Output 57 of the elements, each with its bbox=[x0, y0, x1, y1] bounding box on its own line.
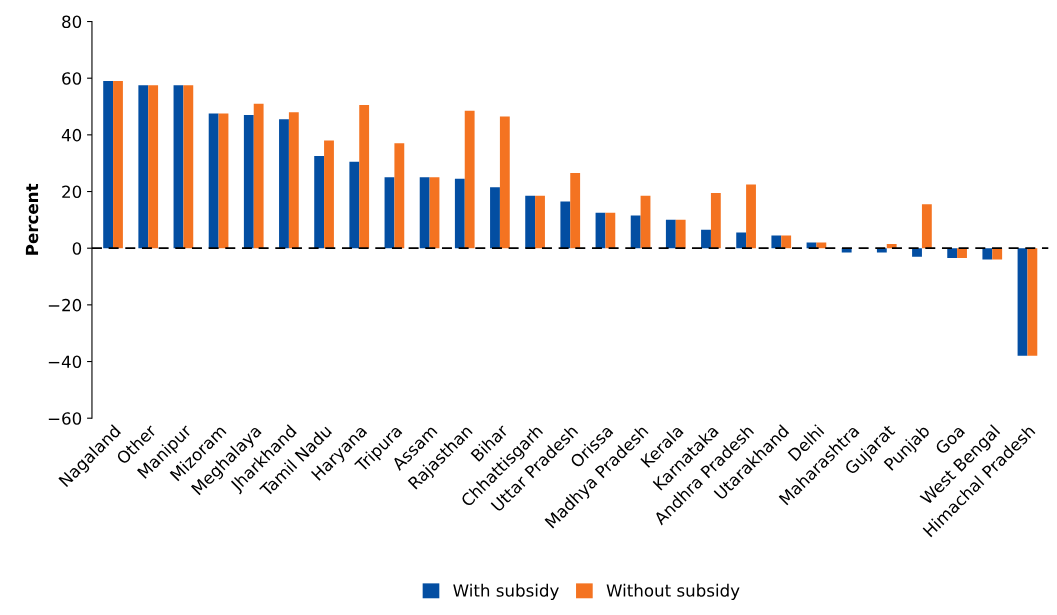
bar bbox=[746, 184, 756, 249]
legend-label: With subsidy bbox=[453, 583, 559, 600]
bar bbox=[419, 177, 430, 249]
bar bbox=[1027, 248, 1038, 356]
bar bbox=[535, 195, 545, 249]
bar bbox=[148, 85, 159, 249]
bar bbox=[947, 248, 958, 259]
bar bbox=[314, 156, 325, 249]
y-tick-label: −60 bbox=[48, 412, 82, 425]
bar bbox=[490, 187, 500, 249]
y-tick-label: −20 bbox=[48, 298, 82, 312]
bar bbox=[921, 204, 932, 249]
y-tick-label: 60 bbox=[62, 72, 82, 85]
bar bbox=[570, 173, 581, 249]
y-tick-label: 40 bbox=[61, 128, 82, 142]
bar bbox=[429, 177, 440, 249]
bar bbox=[710, 192, 721, 249]
bar bbox=[499, 116, 510, 249]
bar bbox=[560, 201, 571, 249]
bar bbox=[138, 85, 149, 249]
bar bbox=[525, 195, 536, 249]
bar bbox=[454, 178, 465, 249]
y-tick-label: 80 bbox=[62, 15, 82, 29]
bar bbox=[1017, 248, 1028, 356]
bar bbox=[183, 85, 194, 249]
bar bbox=[288, 112, 299, 249]
bar bbox=[208, 113, 219, 249]
bar bbox=[394, 143, 405, 249]
bar bbox=[243, 115, 254, 249]
bar bbox=[675, 219, 686, 249]
bar bbox=[103, 81, 114, 249]
y-tick-label: −40 bbox=[48, 355, 82, 369]
bar bbox=[384, 177, 395, 249]
y-tick-label: 20 bbox=[62, 185, 82, 199]
bar bbox=[736, 232, 747, 249]
bar bbox=[982, 248, 993, 260]
bar bbox=[781, 235, 792, 249]
bar bbox=[279, 119, 289, 249]
bar bbox=[324, 140, 334, 249]
bar bbox=[253, 103, 264, 249]
bar bbox=[912, 248, 922, 257]
legend-label: Without subsidy bbox=[606, 583, 740, 600]
bar bbox=[605, 212, 616, 249]
bar bbox=[113, 81, 123, 249]
y-tick-label: 0 bbox=[72, 242, 82, 255]
bar bbox=[957, 248, 967, 259]
bar bbox=[218, 113, 229, 249]
bar bbox=[992, 248, 1003, 260]
bar bbox=[464, 110, 475, 249]
bar bbox=[349, 161, 360, 249]
bar bbox=[359, 105, 370, 249]
bar bbox=[771, 235, 782, 249]
y-axis-title: Percent bbox=[25, 183, 39, 255]
bar bbox=[665, 219, 676, 249]
bar bbox=[173, 85, 184, 249]
bar bbox=[701, 229, 711, 249]
bar bbox=[630, 215, 641, 249]
